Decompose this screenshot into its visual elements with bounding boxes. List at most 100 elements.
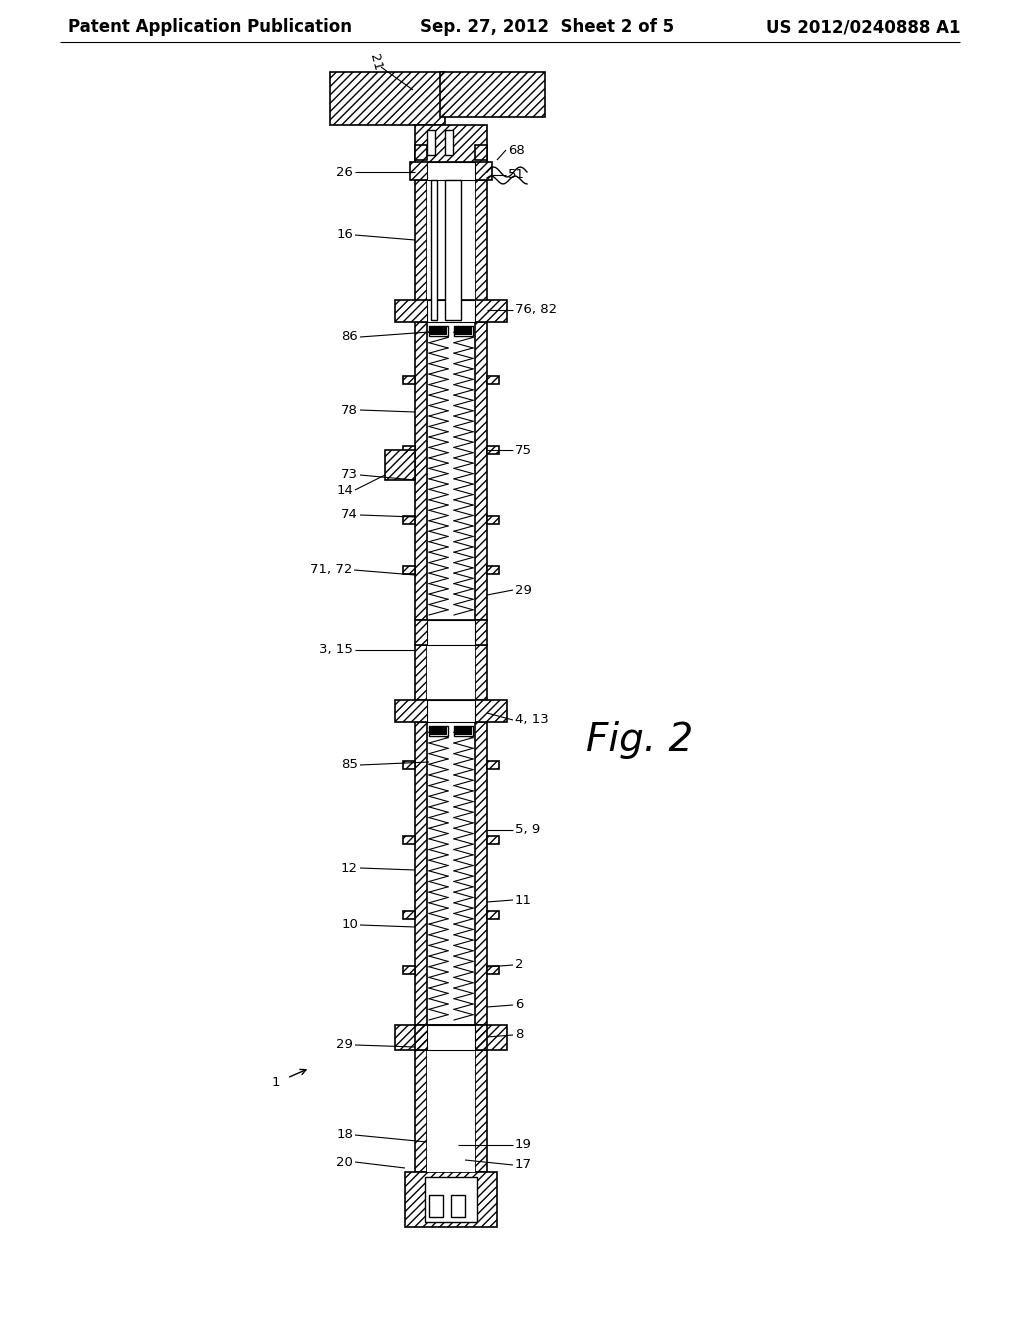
Bar [427,645,475,700]
Bar [427,300,475,322]
Bar [403,376,415,384]
Bar [487,516,499,524]
Text: 6: 6 [515,998,523,1011]
Bar [427,1026,475,1049]
Bar [427,700,475,722]
Bar [475,722,487,1026]
Bar [395,1026,507,1049]
Bar [415,125,487,165]
Bar [475,322,487,620]
Bar [475,180,487,319]
Bar [427,129,435,154]
Text: 26: 26 [336,165,353,178]
Bar [415,645,427,700]
Bar [403,762,415,770]
Bar [403,911,415,919]
Bar [487,446,499,454]
Bar [403,446,415,454]
Text: 20: 20 [336,1155,353,1168]
Text: 1: 1 [271,1076,280,1089]
Bar [395,700,507,722]
Bar [427,1049,475,1172]
Bar [415,722,427,1026]
Text: 10: 10 [341,919,358,932]
Bar [451,1195,465,1217]
Bar [445,129,453,154]
Text: 29: 29 [336,1039,353,1052]
Bar [415,180,427,319]
Text: 12: 12 [341,862,358,874]
Bar [403,966,415,974]
Text: 51: 51 [508,169,525,181]
Bar [487,966,499,974]
Text: 3, 15: 3, 15 [319,644,353,656]
Bar [487,836,499,843]
Bar [475,180,487,319]
Text: 68: 68 [508,144,524,157]
Bar [403,516,415,524]
Bar [440,73,545,117]
Bar [410,162,492,180]
Bar [487,911,499,919]
Bar [415,180,427,319]
Bar [330,73,445,125]
Text: 4, 13: 4, 13 [515,714,549,726]
Bar [429,326,449,337]
Bar [425,1177,477,1222]
Bar [455,327,472,335]
Text: 14: 14 [336,483,353,496]
Bar [429,1195,443,1217]
Bar [403,566,415,574]
Bar [445,180,461,319]
Bar [475,645,487,700]
Bar [475,145,487,160]
Text: 18: 18 [336,1129,353,1142]
Bar [415,145,427,160]
Text: 29: 29 [515,583,531,597]
Text: 73: 73 [341,469,358,482]
Bar [403,516,415,524]
Bar [415,645,427,700]
Text: 8: 8 [515,1028,523,1041]
Bar [487,446,499,454]
Bar [487,836,499,843]
Bar [330,73,445,125]
Bar [429,726,449,737]
Bar [415,722,427,1026]
Bar [385,450,415,480]
Bar [475,322,487,620]
Bar [487,566,499,574]
Bar [427,1026,475,1049]
Bar [415,322,427,620]
Bar [415,125,487,165]
Bar [454,726,473,737]
Text: 19: 19 [515,1138,531,1151]
Text: 21: 21 [368,51,384,71]
Bar [487,566,499,574]
Bar [487,376,499,384]
Bar [415,1049,427,1172]
Bar [431,180,437,319]
Bar [427,162,475,180]
Bar [487,911,499,919]
Bar [475,145,487,160]
Text: 5, 9: 5, 9 [515,824,541,837]
Bar [403,836,415,843]
Text: 16: 16 [336,228,353,242]
Bar [403,762,415,770]
Text: Patent Application Publication: Patent Application Publication [68,18,352,36]
Bar [415,620,487,645]
Text: 86: 86 [341,330,358,343]
Bar [406,1172,497,1228]
Bar [410,162,492,180]
Bar [403,911,415,919]
Bar [430,327,447,335]
Text: 71, 72: 71, 72 [309,564,352,577]
Bar [454,326,473,337]
Text: 85: 85 [341,759,358,771]
Bar [415,322,427,620]
Bar [403,836,415,843]
Bar [427,620,475,645]
Bar [475,645,487,700]
Bar [403,446,415,454]
